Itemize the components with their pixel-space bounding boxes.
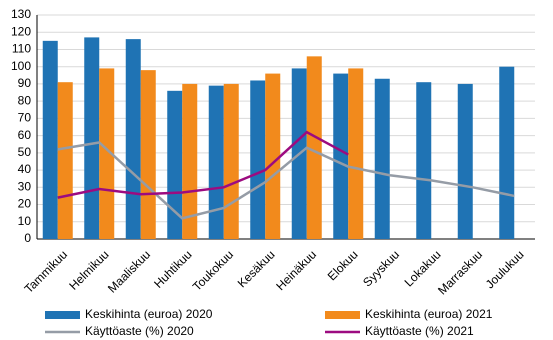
x-tick-label: Elokuu [325,247,361,283]
y-tick-label: 120 [11,24,31,38]
y-tick-label: 100 [11,59,31,73]
y-tick-label: 60 [18,128,32,142]
x-tick-label: Marraskuu [435,247,485,297]
y-tick-label: 30 [18,179,32,193]
y-tick-label: 90 [18,76,32,90]
bar [499,66,515,239]
x-tick-label: Huhtikuu [151,247,194,290]
y-tick-label: 20 [18,197,32,211]
legend-swatch [325,311,360,319]
bar [333,73,349,239]
bar [140,70,156,239]
legend-label: Keskihinta (euroa) 2021 [365,307,493,321]
x-tick-label: Heinäkuu [273,247,319,293]
y-tick-label: 110 [12,42,31,56]
bar [167,90,183,239]
y-tick-label: 70 [18,111,32,125]
bar [416,82,432,239]
legend-label: Käyttöaste (%) 2020 [85,324,194,338]
legend-swatch [45,311,80,319]
x-tick-label: Syyskuu [360,247,402,289]
legend-label: Käyttöaste (%) 2021 [365,324,474,338]
bar [265,73,281,239]
bar [182,83,198,239]
x-tick-label: Lokakuu [402,247,444,289]
bar [306,56,322,239]
x-tick-label: Toukokuu [190,247,236,293]
bar [223,83,239,239]
bar [57,82,73,239]
y-tick-label: 10 [18,214,32,228]
x-tick-label: Kesäkuu [235,247,278,290]
y-tick-label: 40 [18,162,32,176]
y-tick-label: 0 [24,231,31,245]
line [57,130,349,199]
bar [208,85,224,240]
bar [348,68,364,240]
bar [457,83,473,239]
bar [99,68,115,240]
line [57,141,515,220]
x-tick-label: Tammikuu [22,247,71,296]
x-tick-label: Joulukuu [483,247,527,291]
bar [125,39,141,239]
x-tick-label: Maaliskuu [105,247,153,295]
y-tick-label: 50 [18,145,32,159]
legend-label: Keskihinta (euroa) 2020 [85,307,213,321]
bar [250,80,266,239]
bar [84,37,100,240]
y-tick-label: 130 [11,7,31,21]
bar [374,78,390,239]
y-tick-label: 80 [18,93,32,107]
bar [42,40,58,239]
